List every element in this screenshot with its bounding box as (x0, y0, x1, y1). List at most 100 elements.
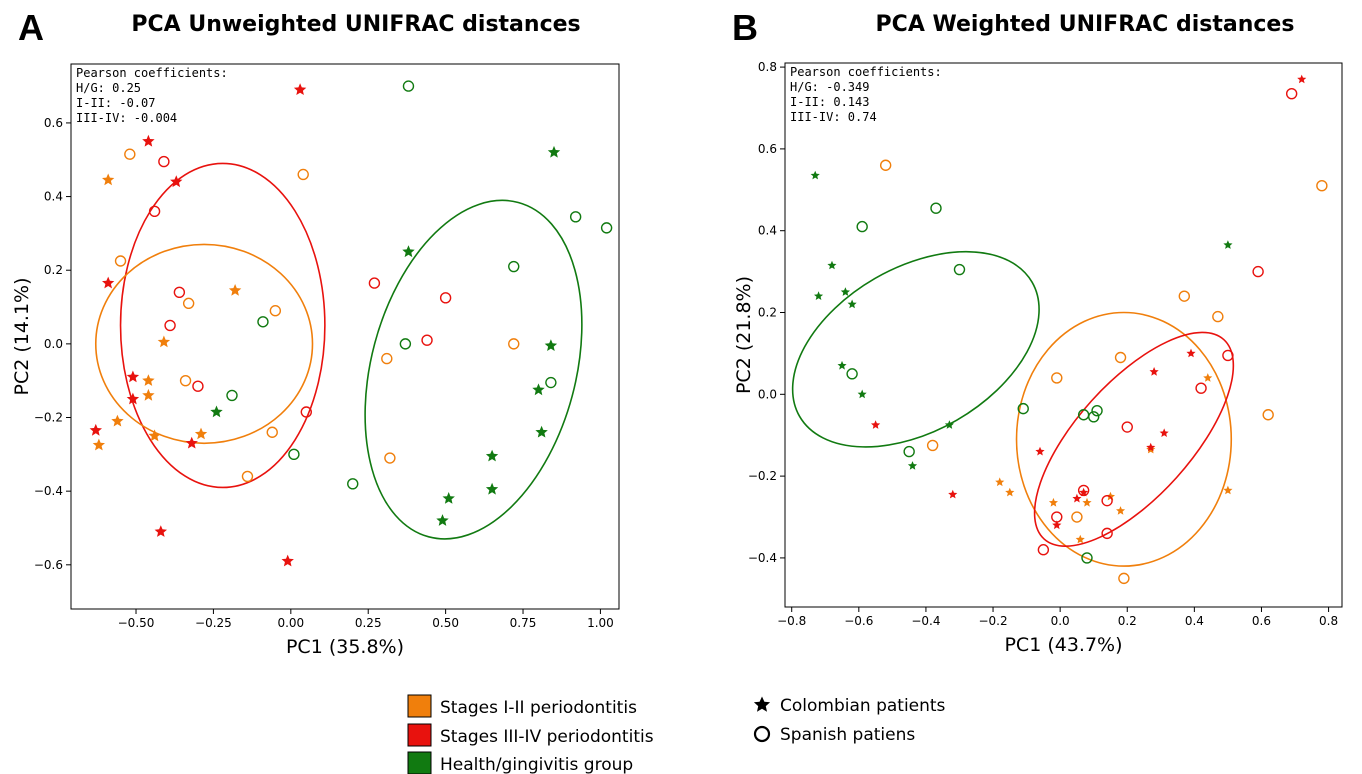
data-point-circle (1212, 310, 1224, 323)
data-point-star (1146, 442, 1156, 452)
legend-swatch-stages-1-2 (407, 694, 432, 718)
x-tick-label: −0.50 (118, 616, 155, 630)
pearson-annotation-line: III-IV: 0.74 (790, 110, 877, 124)
y-tick-label: 0.2 (758, 306, 777, 320)
data-point-circle (926, 439, 939, 452)
data-point-circle (1077, 484, 1090, 497)
data-point-star (1072, 493, 1082, 503)
data-point-circle (1101, 527, 1113, 540)
data-point-star (544, 339, 558, 351)
data-point-star (1186, 348, 1196, 358)
y-tick-label: 0.8 (758, 60, 777, 74)
data-point-star (1223, 240, 1233, 249)
data-point-circle (269, 305, 282, 317)
pearson-annotation-line: H/G: -0.349 (790, 80, 869, 94)
confidence-ellipse-stage_3_4 (1033, 331, 1235, 547)
pearson-annotation-line: III-IV: -0.004 (76, 111, 177, 125)
data-point-star (102, 276, 115, 289)
data-point-star (840, 287, 850, 296)
chart-area: −0.8 −0.6 −0.4 −0.2 0.0 0.2 0.4 0.6 0.8 −0.4 −0.2 0… (733, 60, 1343, 656)
data-point-star (485, 482, 499, 495)
data-point-circle (148, 205, 161, 217)
data-point-star (126, 392, 140, 405)
data-point-circle (545, 376, 557, 389)
confidence-ellipse-stage_3_4 (119, 162, 326, 489)
plot-frame (784, 62, 1343, 608)
confidence-ellipse-stage_1_2 (1015, 311, 1233, 567)
confidence-ellipse-health (364, 199, 583, 540)
data-point-star (111, 414, 124, 427)
data-point-star (948, 489, 958, 499)
confidence-ellipse-stage_1_2 (94, 243, 314, 445)
panel-b: B PCA Weighted UNIFRAC distances −0.8 −0.… (732, 7, 1343, 656)
data-point-star (126, 370, 140, 383)
data-point-star (185, 436, 198, 449)
data-point-circle (402, 80, 415, 92)
data-point-circle (384, 452, 396, 464)
data-point-star (907, 461, 918, 470)
data-point-star (1116, 506, 1126, 515)
data-point-circle (192, 380, 204, 392)
data-point-star (210, 405, 223, 418)
x-tick-label: −0.4 (911, 614, 940, 628)
y-tick-label: 0.0 (758, 387, 777, 401)
data-point-circle (439, 292, 452, 304)
data-point-circle (1051, 511, 1063, 523)
legend-label: Colombian patients (780, 696, 946, 716)
data-point-circle (368, 277, 381, 289)
data-point-star (142, 134, 155, 147)
data-point-circle (953, 263, 966, 276)
data-point-star (810, 170, 820, 180)
pearson-annotation-line: H/G: 0.25 (76, 81, 141, 95)
data-point-star (154, 525, 167, 537)
x-tick-label: −0.2 (978, 614, 1007, 628)
data-point-star (535, 425, 548, 438)
data-point-star (281, 554, 294, 567)
data-point-star (995, 477, 1005, 487)
y-tick-label: −0.2 (34, 411, 63, 425)
data-point-star (485, 449, 499, 462)
data-point-star (1223, 485, 1233, 495)
data-point-star (89, 423, 102, 436)
data-point-circle (1195, 382, 1207, 394)
data-point-star (1048, 497, 1058, 507)
data-point-circle (903, 445, 915, 458)
data-point-star (857, 389, 867, 399)
data-point-star (944, 420, 954, 429)
x-tick-label: 0.4 (1185, 614, 1204, 628)
y-axis-label: PC2 (14.1%) (11, 277, 33, 395)
data-point-star (194, 427, 208, 440)
data-point-circle (1121, 421, 1133, 433)
data-point-circle (297, 168, 309, 181)
x-tick-label: 0.2 (1118, 614, 1137, 628)
data-point-circle (846, 368, 858, 380)
y-axis-label: PC2 (21.8%) (733, 276, 755, 394)
data-point-star (1082, 497, 1092, 507)
data-point-circle (1222, 349, 1234, 362)
data-point-circle (879, 159, 892, 171)
data-point-circle (508, 338, 520, 350)
data-point-star (402, 245, 415, 258)
y-tick-label: 0.4 (758, 224, 777, 238)
data-point-circle (1178, 290, 1190, 302)
data-point-circle (930, 202, 942, 214)
data-point-star (847, 299, 857, 309)
data-point-circle (1285, 87, 1298, 100)
legend-markers: Colombian patients Spanish patiens (753, 696, 946, 745)
y-tick-label: 0.0 (44, 337, 63, 351)
data-point-circle (381, 352, 393, 365)
x-tick-label: 0.0 (1051, 614, 1070, 628)
data-point-circle (164, 319, 176, 332)
x-axis-label: PC1 (35.8%) (286, 636, 404, 658)
data-point-circle (124, 148, 136, 160)
chart-title: PCA Unweighted UNIFRAC distances (131, 12, 580, 37)
y-tick-label: 0.2 (44, 263, 63, 277)
pearson-annotation-line: I-II: -0.07 (76, 96, 155, 110)
data-point-circle (600, 222, 613, 234)
chart-area: −0.50 −0.25 0.00 0.25 0.50 0.75 1.00 −0.6 −0.4 −0… (11, 63, 620, 658)
data-point-circle (1316, 180, 1328, 192)
data-point-circle (1101, 494, 1113, 507)
data-point-star (1052, 520, 1062, 530)
data-point-star (293, 83, 307, 95)
legend-label: Stages I-II periodontitis (440, 698, 637, 718)
